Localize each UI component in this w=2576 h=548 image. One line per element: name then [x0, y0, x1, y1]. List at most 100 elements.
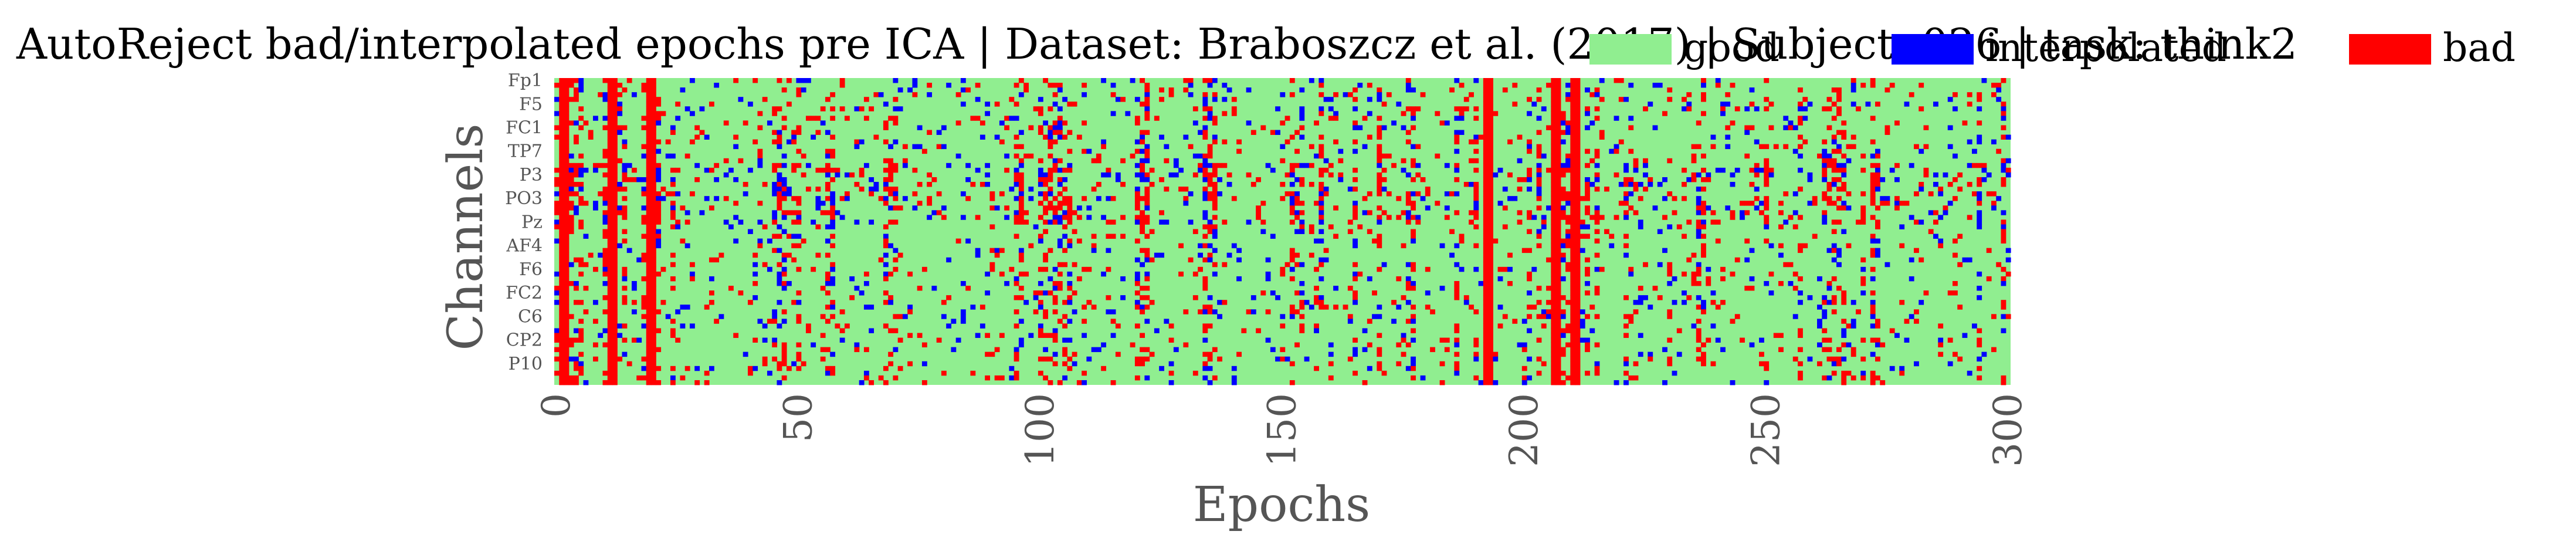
cell-interpolated [1353, 201, 1358, 206]
cell-bad [650, 266, 656, 272]
cell-interpolated [602, 266, 608, 272]
cell-bad [1594, 366, 1600, 371]
cell-bad [1362, 116, 1368, 121]
cell-bad [650, 106, 656, 111]
cell-interpolated [1652, 83, 1658, 88]
cell-interpolated [574, 356, 579, 362]
cell-bad [646, 323, 652, 329]
cell-interpolated [777, 172, 782, 178]
cell-bad [1284, 139, 1290, 145]
cell-interpolated [772, 314, 778, 319]
cell-bad [1405, 319, 1411, 324]
cell-interpolated [680, 323, 686, 329]
cell-bad [1696, 224, 1701, 229]
cell-bad [854, 347, 860, 353]
cell-bad [1991, 191, 1997, 197]
cell-bad [607, 205, 613, 211]
cell-bad [1062, 347, 1068, 353]
cell-interpolated [1052, 266, 1058, 272]
cell-bad [1536, 314, 1542, 319]
cell-interpolated [1459, 266, 1465, 272]
cell-bad [1860, 276, 1866, 282]
cell-bad [1062, 167, 1068, 173]
cell-bad [1502, 314, 1508, 319]
cell-bad [607, 106, 613, 111]
cell-bad [1628, 266, 1634, 272]
cell-interpolated [1764, 224, 1770, 229]
cell-bad [1933, 210, 1938, 215]
cell-bad [1701, 92, 1706, 97]
cell-interpolated [1454, 167, 1460, 173]
cell-bad [1435, 153, 1440, 159]
cell-bad [1411, 205, 1416, 211]
cell-bad [1551, 280, 1557, 286]
cell-bad [1415, 106, 1421, 111]
cell-bad [612, 333, 618, 338]
cell-bad [602, 252, 608, 258]
cell-bad [772, 319, 778, 324]
cell-bad [1454, 210, 1460, 215]
cell-bad [650, 380, 656, 385]
cell-bad [1386, 92, 1392, 97]
cell-bad [568, 191, 574, 197]
cell-bad [607, 144, 613, 150]
cell-bad [559, 182, 565, 187]
cell-bad [1096, 182, 1101, 187]
cell-bad [1377, 215, 1382, 220]
cell-bad [1222, 163, 1228, 168]
x-tick-label: 250 [1743, 393, 1788, 467]
cell-bad [2001, 276, 2006, 282]
cell-bad [1701, 224, 1706, 229]
cell-interpolated [777, 271, 782, 277]
cell-interpolated [849, 276, 855, 282]
cell-interpolated [1106, 172, 1111, 178]
cell-bad [1734, 314, 1740, 319]
cell-bad [805, 328, 811, 333]
cell-bad [622, 177, 628, 182]
cell-interpolated [1038, 97, 1043, 102]
cell-interpolated [1899, 224, 1905, 229]
cell-bad [1386, 191, 1392, 197]
cell-interpolated [704, 196, 710, 201]
cell-bad [1014, 215, 1019, 220]
cell-bad [757, 148, 763, 154]
cell-bad [762, 356, 768, 362]
cell-bad [1415, 172, 1421, 178]
cell-bad [1725, 92, 1731, 97]
cell-bad [1231, 97, 1237, 102]
cell-interpolated [680, 305, 686, 310]
cell-bad [883, 366, 889, 371]
cell-interpolated [1415, 163, 1421, 168]
cell-bad [1048, 167, 1053, 173]
cell-bad [1144, 97, 1150, 102]
cell-interpolated [1353, 148, 1358, 154]
cell-interpolated [699, 210, 705, 215]
cell-bad [1701, 309, 1706, 314]
cell-bad [1483, 191, 1489, 197]
cell-interpolated [796, 234, 802, 239]
cell-bad [1396, 196, 1402, 201]
cell-interpolated [883, 196, 889, 201]
cell-interpolated [863, 163, 869, 168]
cell-bad [1483, 130, 1489, 135]
cell-bad [1488, 300, 1493, 305]
cell-bad [1923, 172, 1929, 178]
cell-interpolated [1207, 380, 1213, 385]
cell-bad [650, 280, 656, 286]
cell-interpolated [1144, 205, 1150, 211]
cell-bad [820, 356, 826, 362]
cell-bad [1623, 356, 1629, 362]
cell-bad [844, 323, 850, 329]
cell-bad [1715, 219, 1721, 225]
cell-bad [1565, 97, 1571, 102]
cell-bad [811, 266, 816, 272]
cell-interpolated [1144, 158, 1150, 164]
cell-bad [1870, 380, 1876, 385]
cell-bad [907, 271, 913, 277]
cell-interpolated [1546, 314, 1551, 319]
cell-interpolated [1391, 120, 1397, 126]
cell-bad [612, 177, 618, 182]
cell-bad [927, 130, 933, 135]
cell-bad [1570, 102, 1576, 107]
cell-bad [1115, 351, 1121, 357]
